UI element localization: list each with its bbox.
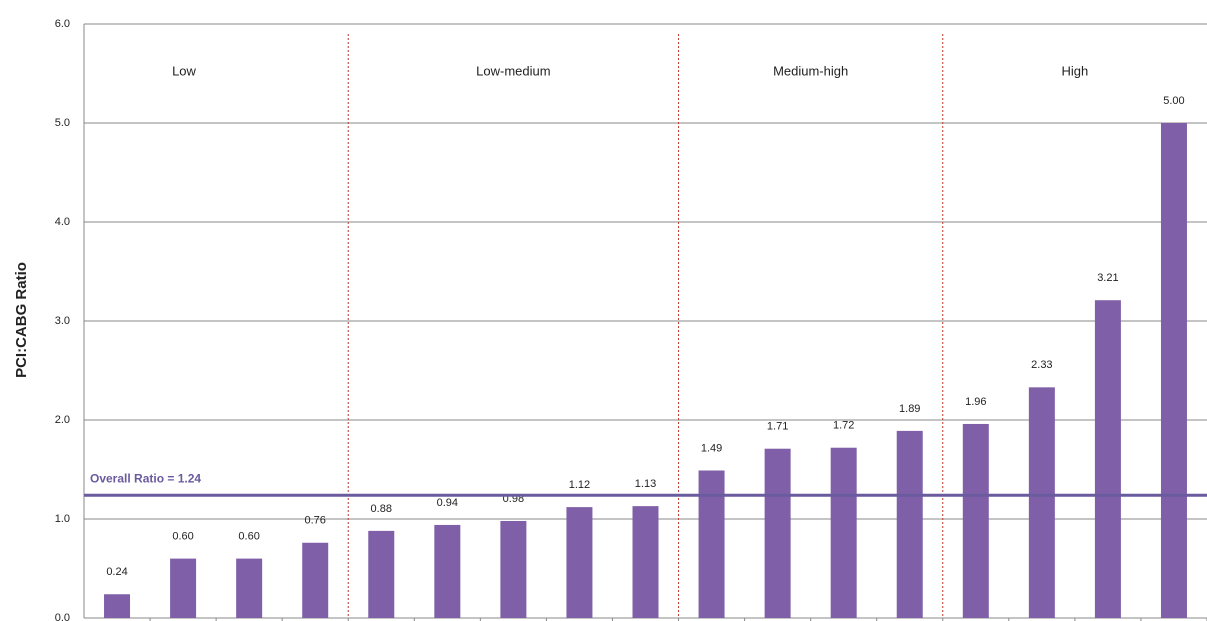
y-tick-label: 3.0 [55,315,70,327]
y-tick-label: 5.0 [55,117,70,129]
value-label: 0.88 [371,503,392,515]
bar [1094,300,1121,618]
bar [962,423,989,618]
group-label: Medium-high [773,63,848,78]
bar [632,506,659,618]
group-label: Low-medium [476,63,550,78]
value-label: 0.24 [106,566,127,578]
bar [1028,387,1055,618]
value-label: 0.60 [238,531,259,543]
value-label: 1.13 [635,478,656,490]
bar [302,542,329,618]
bar [566,507,593,618]
value-label: 3.21 [1097,272,1118,284]
bar [170,558,197,618]
bar [698,470,725,618]
bar [764,448,791,618]
value-label: 1.96 [965,396,986,408]
bar [236,558,263,618]
y-tick-label: 1.0 [55,513,70,525]
bar [500,520,527,618]
y-axis-title: PCI:CABG Ratio [13,262,30,378]
reference-label: Overall Ratio = 1.24 [90,471,201,485]
y-tick-label: 0.0 [55,612,70,621]
value-label: 1.71 [767,421,788,433]
bar [896,430,923,618]
y-tick-label: 2.0 [55,414,70,426]
bar [434,524,461,618]
bar [104,594,131,618]
y-tick-label: 4.0 [55,216,70,228]
value-label: 5.00 [1163,95,1184,107]
y-tick-label: 6.0 [55,18,70,30]
value-label: 2.33 [1031,359,1052,371]
bar [830,447,857,618]
group-label: Low [172,63,196,78]
value-label: 1.89 [899,403,920,415]
bar [368,530,395,618]
value-label: 0.94 [437,497,458,509]
value-label: 1.49 [701,442,722,454]
value-label: 0.60 [172,531,193,543]
value-label: 1.12 [569,479,590,491]
group-label: High [1062,63,1089,78]
value-label: 1.72 [833,420,854,432]
value-label: 0.76 [304,515,325,527]
bar [1160,123,1187,618]
